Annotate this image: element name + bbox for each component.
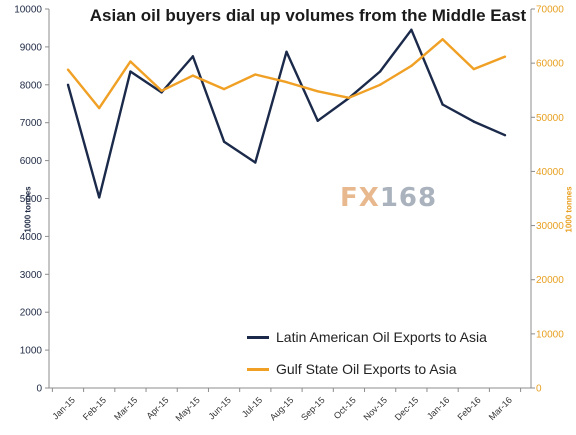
data-point-gulf [503,55,507,58]
data-point-gulf [347,96,351,99]
x-tick-label: Nov-15 [361,395,389,423]
x-tick-label: Mar-15 [112,395,139,422]
y-left-tick-label: 5000 [20,194,43,205]
data-point-latin [410,28,413,32]
data-point-latin [472,120,475,123]
legend-entry-gulf: Gulf State Oil Exports to Asia [247,356,487,382]
data-point-gulf [98,106,101,110]
data-point-latin [191,55,195,58]
data-point-gulf [254,73,257,76]
y-right-tick-label: 0 [536,384,542,395]
x-tick-label: Jun-15 [206,395,233,422]
data-point-gulf [441,38,444,41]
x-tick-label: Oct-15 [332,395,358,421]
y-left-tick-label: 9000 [20,42,43,53]
legend-swatch-latin [247,335,269,339]
y-right-tick-label: 60000 [536,59,564,70]
chart-title: Asian oil buyers dial up volumes from th… [89,6,527,25]
y-left-tick-label: 6000 [20,156,43,167]
data-point-gulf [129,60,132,63]
data-point-gulf [472,67,475,71]
x-tick-label: Jan-15 [50,395,77,422]
data-point-gulf [66,68,70,71]
data-point-latin [98,196,101,199]
x-tick-label: Mar-16 [487,395,514,422]
x-tick-label: Feb-16 [455,395,482,422]
y-left-tick-label: 4000 [20,232,43,243]
y-left-tick-label: 2000 [20,308,43,319]
data-point-gulf [160,89,163,92]
watermark-fx: FX [340,183,380,213]
x-tick-label: Dec-15 [393,395,421,423]
data-point-gulf [410,64,413,68]
x-tick-label: Sep-15 [299,395,327,423]
y-right-tick-label: 30000 [536,221,564,232]
x-tick-label: Aug-15 [268,395,296,423]
y-left-tick-label: 3000 [20,270,43,281]
watermark-logo: FX168 [340,183,437,213]
data-point-latin [254,161,257,164]
legend: Latin American Oil Exports to Asia Gulf … [247,324,487,388]
data-point-gulf [191,74,195,77]
data-point-gulf [285,80,288,84]
legend-entry-latin: Latin American Oil Exports to Asia [247,324,487,350]
y-left-tick-label: 1000 [20,346,43,357]
data-point-gulf [316,90,319,93]
data-point-gulf [378,83,382,87]
x-tick-label: Jan-16 [425,395,452,422]
y-left-tick-label: 8000 [20,80,43,91]
legend-label-latin: Latin American Oil Exports to Asia [276,329,487,345]
data-point-gulf [222,87,226,91]
x-tick-label: Apr-15 [144,395,170,421]
data-point-latin [503,134,507,137]
x-tick-label: Feb-15 [81,395,108,422]
legend-swatch-gulf [247,367,269,371]
series-line-latin [66,28,506,199]
y-right-tick-label: 40000 [536,167,564,178]
data-point-latin [441,103,444,106]
y-right-tick-label: 50000 [536,113,564,124]
y-left-tick-label: 0 [36,384,42,395]
x-tick-label: May-15 [174,395,202,423]
data-point-latin [285,50,288,54]
y-left-tick-label: 7000 [20,118,43,129]
watermark-168: 168 [379,183,438,213]
data-point-latin [378,70,382,73]
y-right-tick-label: 70000 [536,5,564,16]
data-point-latin [222,140,226,143]
y-right-tick-label: 10000 [536,329,564,340]
y-left-tick-label: 10000 [14,5,42,16]
x-tick-label: Jul-15 [240,395,264,419]
data-point-latin [129,70,132,73]
legend-label-gulf: Gulf State Oil Exports to Asia [276,361,457,377]
y-right-tick-label: 20000 [536,275,564,286]
data-point-latin [66,83,70,87]
data-point-latin [316,119,319,123]
